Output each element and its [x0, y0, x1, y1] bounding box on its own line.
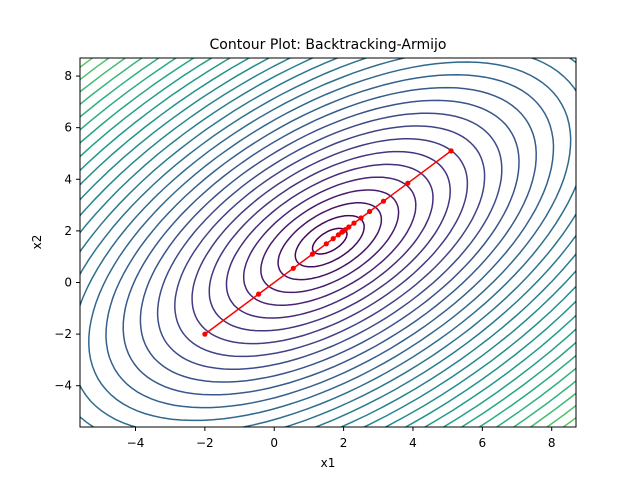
optimization-path: [202, 148, 454, 337]
axes-frame: [79, 57, 577, 428]
path-point: [358, 215, 364, 221]
path-point: [367, 208, 373, 215]
x-tick-label: 0: [270, 436, 278, 450]
x-tick-label: −2: [196, 436, 214, 450]
x-tick-label: 8: [548, 436, 556, 450]
contour-line: [122, 86, 537, 396]
y-tick-label: 2: [64, 224, 72, 238]
path-point: [380, 198, 387, 204]
path-point: [330, 236, 336, 242]
path-point: [405, 180, 411, 186]
path-point: [351, 220, 357, 226]
path-point: [346, 224, 352, 230]
path-point: [323, 241, 329, 247]
x-tick-label: 4: [409, 436, 417, 450]
contour-line: [88, 61, 572, 422]
path-point: [202, 331, 208, 337]
contour-line: [156, 112, 503, 370]
y-tick-label: −2: [54, 327, 72, 341]
x-axis-ticks: −4 −2 0 2 4 6 8: [127, 427, 556, 450]
path-point: [309, 251, 315, 257]
y-tick-label: 8: [64, 69, 72, 83]
contour-line: [80, 58, 576, 427]
y-tick-label: 6: [64, 121, 72, 135]
contour-line: [105, 74, 555, 409]
chart-title: Contour Plot: Backtracking-Armijo: [210, 37, 447, 53]
path-point: [256, 291, 262, 297]
y-axis-label: x2: [30, 235, 44, 250]
x-tick-label: 6: [479, 436, 487, 450]
x-tick-label: −4: [127, 436, 145, 450]
path-point: [290, 265, 296, 271]
y-axis-ticks: −4 −2 0 2 4 6 8: [54, 69, 80, 393]
contour-line: [80, 58, 576, 427]
y-tick-label: −4: [54, 379, 72, 393]
contour-line: [139, 99, 520, 383]
x-axis-label: x1: [321, 456, 336, 470]
y-tick-label: 0: [64, 275, 72, 289]
path-point: [448, 148, 454, 154]
x-tick-label: 2: [340, 436, 348, 450]
y-tick-label: 4: [64, 172, 72, 186]
contour-line: [174, 125, 486, 358]
